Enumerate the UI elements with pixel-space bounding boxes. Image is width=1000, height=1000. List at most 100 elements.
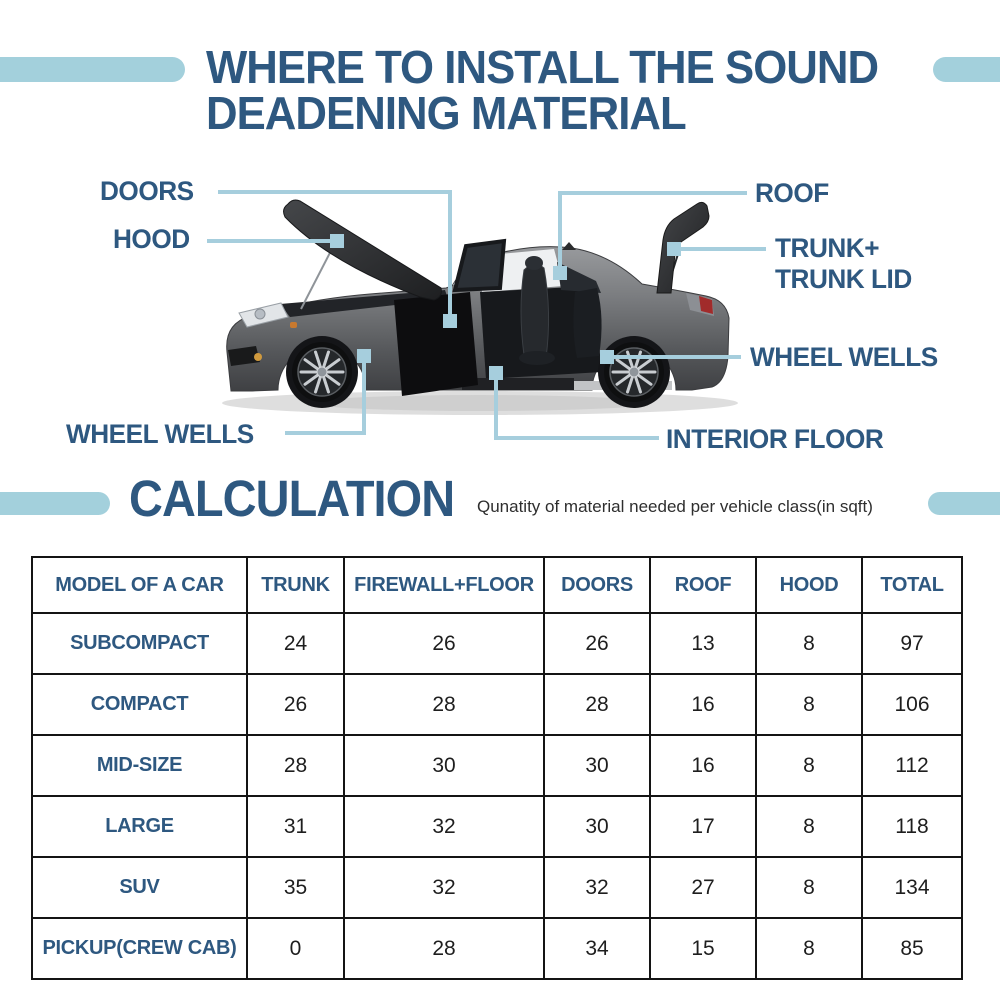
cell-value: 85 xyxy=(861,917,963,980)
wheel-wells-left-label: WHEEL WELLS xyxy=(66,419,254,449)
hood-panel xyxy=(283,199,442,301)
cell-value: 8 xyxy=(755,673,863,736)
cell-value: 8 xyxy=(755,734,863,797)
wheel-wells-right-label: WHEEL WELLS xyxy=(750,342,938,372)
table-row-pickup: PICKUP(CREW CAB) 0 28 34 15 8 85 xyxy=(31,917,963,980)
decorative-bar-top-right xyxy=(933,57,1000,82)
cell-value: 106 xyxy=(861,673,963,736)
col-header-model: MODEL OF A CAR xyxy=(31,556,248,614)
trunk-callout-square xyxy=(667,242,681,256)
side-marker xyxy=(290,322,297,328)
cell-value: 13 xyxy=(649,612,757,675)
col-header-roof: ROOF xyxy=(649,556,757,614)
table-row-compact: COMPACT 26 28 28 16 8 106 xyxy=(31,673,963,736)
cell-value: 32 xyxy=(343,795,545,858)
cell-value: 16 xyxy=(649,673,757,736)
seat-cushion xyxy=(519,351,555,365)
cell-value: 8 xyxy=(755,917,863,980)
doors-callout-square xyxy=(443,314,457,328)
cell-value: 15 xyxy=(649,917,757,980)
table-row-suv: SUV 35 32 32 27 8 134 xyxy=(31,856,963,919)
trunk-label-line2: TRUNK LID xyxy=(775,264,912,294)
cell-value: 134 xyxy=(861,856,963,919)
rocker-dark xyxy=(462,378,574,390)
hood-label: HOOD xyxy=(113,224,190,254)
decorative-bar-top-left xyxy=(0,57,185,82)
roof-label: ROOF xyxy=(755,178,829,208)
trunk-label: TRUNK+ TRUNK LID xyxy=(775,233,912,295)
cell-value: 17 xyxy=(649,795,757,858)
front-seat xyxy=(520,264,550,359)
cell-value: 32 xyxy=(343,856,545,919)
open-door-panel xyxy=(394,292,478,396)
cell-value: 34 xyxy=(543,917,651,980)
cell-value: 28 xyxy=(246,734,345,797)
material-table: MODEL OF A CAR TRUNK FIREWALL+FLOOR DOOR… xyxy=(31,556,963,980)
decorative-bar-calc-right xyxy=(928,492,1000,515)
table-row-large: LARGE 31 32 30 17 8 118 xyxy=(31,795,963,858)
antenna-fin xyxy=(562,242,576,250)
interior-floor-label: INTERIOR FLOOR xyxy=(666,424,884,454)
wheel-wells-left-callout-line xyxy=(285,363,366,435)
cell-value: 24 xyxy=(246,612,345,675)
doors-callout-line xyxy=(218,190,452,314)
roof-callout-line xyxy=(558,191,747,266)
table-header-row: MODEL OF A CAR TRUNK FIREWALL+FLOOR DOOR… xyxy=(31,556,963,614)
col-header-hood: HOOD xyxy=(755,556,863,614)
quarter-glass xyxy=(557,262,601,293)
page-title: WHERE TO INSTALL THE SOUND DEADENING MAT… xyxy=(206,41,879,136)
wheel-wells-right-callout-square xyxy=(600,350,614,364)
cell-value: 26 xyxy=(543,612,651,675)
col-header-firewall-floor: FIREWALL+FLOOR xyxy=(343,556,545,614)
cell-value: 8 xyxy=(755,856,863,919)
doors-label: DOORS xyxy=(100,176,194,206)
row-model: COMPACT xyxy=(31,673,248,736)
row-model: MID-SIZE xyxy=(31,734,248,797)
car-shadow-inner xyxy=(310,395,650,411)
cell-value: 35 xyxy=(246,856,345,919)
page-title-line1: WHERE TO INSTALL THE SOUND xyxy=(206,41,879,93)
wheel-wells-left-callout-square xyxy=(357,349,371,363)
cell-value: 30 xyxy=(343,734,545,797)
fog-light xyxy=(254,353,262,361)
cell-value: 31 xyxy=(246,795,345,858)
cell-value: 8 xyxy=(755,612,863,675)
cell-value: 0 xyxy=(246,917,345,980)
cell-value: 112 xyxy=(861,734,963,797)
cell-value: 30 xyxy=(543,734,651,797)
interior-floor-callout-square xyxy=(489,366,503,380)
rear-wheel xyxy=(596,334,672,410)
callout-connectors xyxy=(207,190,766,440)
engine-bay xyxy=(280,290,448,317)
roof-callout-square xyxy=(553,266,567,280)
calculation-heading: CALCULATION xyxy=(129,470,455,527)
calculation-subtitle: Qunatity of material needed per vehicle … xyxy=(477,497,873,516)
open-door-window-frame xyxy=(452,238,507,293)
cell-value: 27 xyxy=(649,856,757,919)
col-header-trunk: TRUNK xyxy=(246,556,345,614)
row-model: PICKUP(CREW CAB) xyxy=(31,917,248,980)
car-diagram xyxy=(207,190,766,440)
trunk-label-line1: TRUNK+ xyxy=(775,233,880,263)
cell-value: 118 xyxy=(861,795,963,858)
interior-floor-callout-line xyxy=(494,380,659,440)
row-model: SUV xyxy=(31,856,248,919)
front-wheel xyxy=(284,334,360,410)
row-model: LARGE xyxy=(31,795,248,858)
cell-value: 97 xyxy=(861,612,963,675)
table-row-subcompact: SUBCOMPACT 24 26 26 13 8 97 xyxy=(31,612,963,675)
cell-value: 8 xyxy=(755,795,863,858)
cell-value: 26 xyxy=(343,612,545,675)
decorative-bar-calc-left xyxy=(0,492,110,515)
tail-light xyxy=(699,296,713,314)
col-header-total: TOTAL xyxy=(861,556,963,614)
row-model: SUBCOMPACT xyxy=(31,612,248,675)
front-intake xyxy=(228,346,260,366)
cell-value: 28 xyxy=(343,673,545,736)
headrest xyxy=(525,256,543,270)
hood-callout-square xyxy=(330,234,344,248)
headlight-projector xyxy=(254,308,266,320)
material-table-wrap: MODEL OF A CAR TRUNK FIREWALL+FLOOR DOOR… xyxy=(31,556,963,980)
table-row-mid-size: MID-SIZE 28 30 30 16 8 112 xyxy=(31,734,963,797)
